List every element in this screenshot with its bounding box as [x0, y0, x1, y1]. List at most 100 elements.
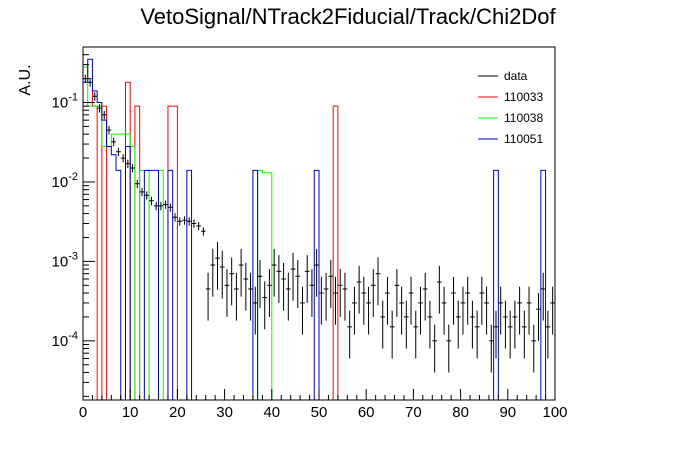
data-point-54 [337, 269, 343, 317]
x-tick-label-60: 60 [358, 404, 375, 421]
data-point-76 [441, 286, 447, 335]
data-point-58 [356, 265, 362, 314]
data-point-84 [479, 276, 485, 325]
data-point-7 [116, 147, 121, 157]
data-point-92 [517, 286, 522, 335]
data-point-27 [210, 248, 216, 297]
y-axis-label: A.U. [17, 64, 34, 95]
data-point-82 [470, 300, 475, 349]
data-point-75 [437, 265, 442, 314]
data-point-25 [201, 227, 206, 236]
data-point-24 [196, 221, 201, 231]
data-point-88 [498, 286, 504, 335]
data-point-20 [177, 217, 183, 226]
data-point-44 [290, 252, 296, 301]
data-point-95 [531, 324, 537, 373]
data-point-33 [238, 248, 244, 297]
data-point-74 [432, 324, 437, 373]
data-point-42 [281, 262, 286, 311]
data-point-59 [361, 276, 367, 325]
data-point-37 [257, 260, 263, 308]
data-point-66 [394, 269, 400, 317]
data-point-17 [163, 200, 168, 209]
data-point-80 [460, 286, 466, 335]
data-point-45 [295, 260, 301, 308]
data-point-40 [271, 248, 277, 297]
data-point-38 [262, 281, 268, 330]
x-tick-label-70: 70 [405, 404, 422, 421]
x-tick-label-50: 50 [311, 404, 328, 421]
data-point-98 [545, 310, 551, 359]
data-point-61 [370, 269, 376, 317]
data-point-85 [484, 286, 489, 335]
data-point-69 [408, 276, 414, 325]
data-point-70 [413, 310, 419, 359]
data-point-2 [92, 92, 98, 101]
chart-title: VetoSignal/NTrack2Fiducial/Track/Chi2Dof [140, 4, 556, 29]
data-point-34 [243, 262, 249, 311]
legend-label-data: data [504, 69, 528, 83]
data-point-6 [111, 137, 117, 147]
data-point-23 [191, 219, 197, 228]
data-point-71 [418, 286, 423, 335]
data-point-19 [172, 213, 178, 222]
data-point-94 [526, 286, 532, 335]
data-point-53 [333, 276, 338, 325]
data-point-79 [455, 300, 461, 349]
legend-label-110051: 110051 [504, 132, 543, 146]
data-point-28 [215, 241, 220, 290]
x-tick-label-100: 100 [542, 404, 567, 421]
data-point-63 [380, 300, 386, 349]
x-tick-label-20: 20 [169, 404, 186, 421]
y-tick-label-2: 10-3 [52, 250, 78, 270]
data-point-4 [101, 110, 107, 120]
data-point-31 [229, 257, 235, 306]
data-point-97 [540, 272, 546, 321]
data-point-56 [347, 310, 353, 359]
data-point-73 [427, 300, 433, 349]
x-tick-label-80: 80 [452, 404, 469, 421]
y-tick-label-3: 10-4 [52, 330, 78, 350]
data-point-11 [134, 179, 140, 189]
data-point-50 [319, 276, 324, 325]
axis-ticks-layer: 0 10 20 30 40 50 60 70 80 90 100 10-1 10-2 10-3 10-4 [52, 46, 568, 421]
data-point-64 [385, 276, 390, 325]
data-point-21 [182, 216, 187, 225]
x-tick-label-30: 30 [216, 404, 233, 421]
data-point-55 [342, 272, 348, 321]
data-points-layer [83, 74, 555, 373]
data-point-49 [314, 248, 319, 297]
data-point-35 [248, 272, 253, 321]
data-point-3 [97, 104, 102, 113]
data-point-78 [451, 276, 456, 325]
data-point-87 [493, 310, 499, 359]
data-point-52 [328, 260, 334, 308]
data-point-13 [144, 191, 150, 200]
data-point-48 [309, 269, 315, 317]
data-point-77 [446, 324, 452, 373]
data-point-12 [139, 187, 145, 197]
x-tick-label-10: 10 [122, 404, 139, 421]
data-point-67 [399, 286, 404, 335]
data-point-29 [219, 250, 225, 299]
data-point-8 [120, 154, 126, 163]
data-point-83 [474, 310, 480, 359]
data-point-99 [550, 286, 555, 335]
data-point-9 [125, 159, 131, 169]
data-point-57 [352, 286, 357, 335]
data-point-91 [512, 300, 518, 349]
x-tick-label-40: 40 [263, 404, 280, 421]
data-point-62 [375, 257, 381, 306]
data-point-72 [422, 272, 428, 321]
data-point-51 [323, 272, 329, 321]
data-point-5 [106, 126, 112, 135]
data-point-1 [87, 78, 93, 87]
y-tick-label-0: 10-1 [52, 92, 78, 112]
data-point-39 [267, 269, 272, 317]
data-point-41 [276, 255, 282, 303]
x-tick-label-90: 90 [499, 404, 516, 421]
data-point-18 [167, 203, 173, 212]
data-point-65 [389, 310, 395, 359]
